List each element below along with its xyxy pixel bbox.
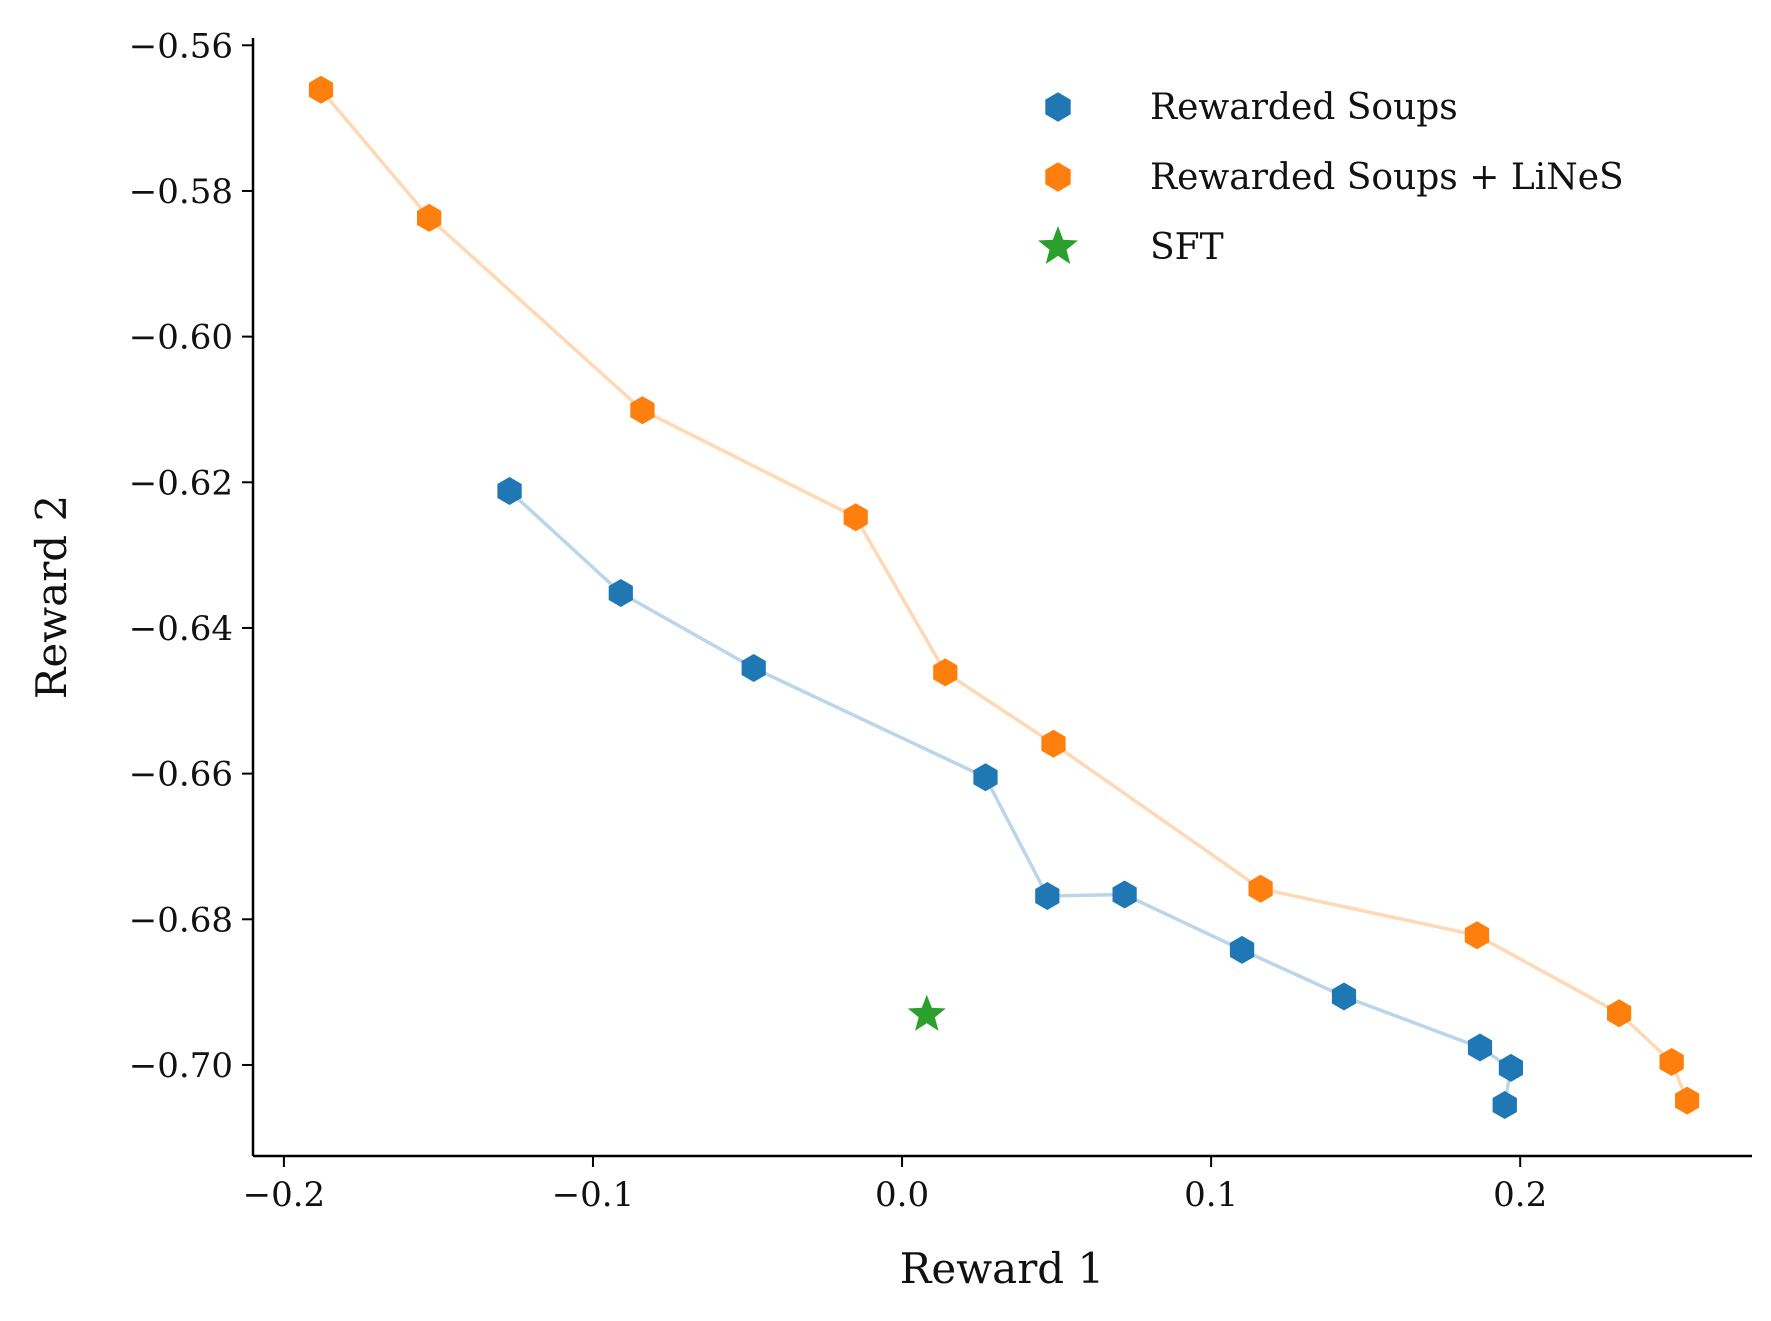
rewarded-soups-lines-point-9 [1607,999,1632,1028]
rewarded-soups-lines-point-6 [1041,729,1066,758]
plot-area [308,75,1700,1119]
legend-marker-rewarded-soups-lines [1045,162,1071,192]
rewarded-soups-lines-point-2 [417,203,442,232]
rewarded-soups-lines-point-1 [308,75,334,104]
rewarded-soups-point-6 [1112,880,1137,909]
rewarded-soups-lines-point-10 [1659,1048,1684,1076]
rewarded-soups-lines-point-5 [933,658,958,687]
y-tick-label: −0.58 [129,172,233,212]
y-tick-label: −0.66 [129,755,233,795]
rewarded-soups-lines-point-11 [1675,1086,1700,1115]
rewarded-soups-point-5 [1035,882,1060,910]
rewarded-soups-lines-point-3 [630,396,655,425]
rewarded-soups-point-1 [497,477,522,505]
x-tick-label: −0.2 [243,1175,326,1215]
rewarded-soups-point-7 [1229,935,1255,964]
legend-marker-sft [1038,226,1078,264]
rewarded-soups-point-10 [1498,1053,1523,1082]
y-tick-label: −0.56 [129,26,233,66]
y-tick-label: −0.64 [129,609,233,649]
rewarded-soups-point-3 [741,654,766,682]
rewarded-soups-point-2 [608,579,633,607]
rewarded-soups-lines-point-7 [1248,874,1273,903]
x-tick-label: 0.2 [1493,1175,1547,1215]
ticks: −0.2 −0.1 0.0 0.1 0.2 −0.56 −0.58 −0.60 −0.62 −0.… [129,26,1547,1215]
legend-label-rewarded-soups: Rewarded Soups [1150,87,1458,128]
y-tick-label: −0.68 [129,900,233,940]
x-axis-label: Reward 1 [900,1244,1105,1293]
legend-label-rewarded-soups-lines: Rewarded Soups + LiNeS [1150,157,1624,198]
rewarded-soups-point-4 [973,763,998,792]
rewarded-soups-point-8 [1331,982,1357,1011]
x-tick-label: 0.1 [1184,1175,1238,1215]
rewarded-soups-lines-point-4 [843,503,868,532]
y-tick-label: −0.62 [129,463,233,503]
sft-point-1 [907,994,946,1031]
x-tick-label: 0.0 [875,1175,929,1215]
x-tick-label: −0.1 [552,1175,635,1215]
rewarded-soups-lines-point-8 [1464,921,1490,950]
rewarded-soups-point-9 [1467,1033,1493,1062]
axes [251,38,1752,1158]
rewarded-soups-lines-line [319,88,1689,1102]
rewarded-soups-line [508,489,1513,1106]
legend-label-sft: SFT [1150,227,1224,268]
y-axis-label: Reward 2 [27,495,76,700]
y-tick-label: −0.70 [129,1046,233,1086]
legend: Rewarded Soups Rewarded Soups + LiNeS SFT [1038,87,1624,268]
rewarded-soups-point-11 [1492,1091,1517,1119]
y-tick-label: −0.60 [129,318,233,358]
legend-marker-rewarded-soups [1045,92,1071,122]
